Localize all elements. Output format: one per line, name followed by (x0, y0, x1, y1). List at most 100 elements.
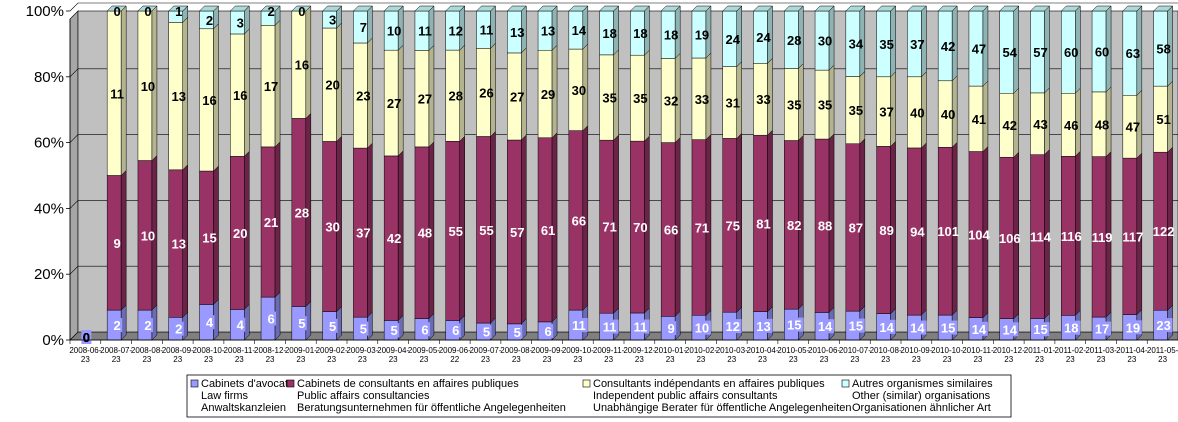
data-label: 15 (941, 321, 955, 336)
x-tick-label: 2010-11-23 (962, 346, 994, 364)
data-label-bg (235, 317, 246, 332)
data-label: 40 (941, 107, 955, 122)
data-label: 4 (206, 315, 214, 330)
x-tick-label: 2009-11-23 (593, 346, 625, 364)
data-label-bg (969, 321, 988, 336)
x-tick-label: 2010-05-23 (777, 346, 809, 364)
x-tick-label: 2008-08-23 (131, 346, 163, 364)
data-label: 34 (849, 37, 864, 52)
x-tick-label: 2010-07-23 (839, 346, 871, 364)
data-label: 11 (110, 86, 124, 101)
data-label-bg (785, 317, 804, 332)
data-label: 35 (849, 103, 863, 118)
x-tick-label-line: 23 (419, 355, 428, 364)
x-tick-label-line: 2010-11- (962, 346, 994, 355)
bar-top (691, 5, 712, 12)
x-tick-label-line: 23 (235, 355, 244, 364)
x-tick-label-line: 2008-11- (224, 346, 256, 355)
data-label-bg (754, 318, 773, 333)
data-label: 19 (695, 28, 709, 43)
x-tick-label-line: 2009-03- (346, 346, 378, 355)
data-label: 28 (787, 33, 801, 48)
legend-label: Law firms (201, 390, 249, 402)
x-tick-label-line: 23 (1035, 355, 1044, 364)
data-label: 94 (910, 225, 925, 240)
x-tick-label: 2009-05-23 (408, 346, 440, 364)
data-label: 12 (725, 319, 739, 334)
data-label: 42 (387, 231, 401, 246)
data-label: 10 (387, 24, 401, 39)
data-label: 6 (267, 312, 274, 327)
data-label: 57 (1033, 45, 1047, 60)
data-label: 55 (479, 223, 493, 238)
data-label-bg (692, 320, 711, 335)
data-label: 30 (572, 83, 586, 98)
bar-top (106, 5, 127, 12)
data-label: 41 (972, 112, 986, 127)
legend-label: Other (similar) organisations (852, 390, 991, 402)
x-tick-label-line: 23 (112, 355, 121, 364)
data-label: 10 (141, 79, 155, 94)
data-label-bg (512, 324, 523, 339)
gridlines (69, 2, 1178, 275)
legend-label: Anwaltskanzleien (201, 402, 286, 414)
data-label: 37 (879, 105, 893, 120)
data-label: 10 (141, 228, 155, 243)
data-label: 2 (267, 4, 274, 19)
data-label-bg (1062, 320, 1081, 335)
bar-top (506, 5, 527, 12)
y-axis: 0% 20% 40% 60% 80% 100% (26, 3, 71, 349)
data-label-bg (1093, 321, 1112, 336)
data-label: 14 (910, 321, 925, 336)
bar-top (722, 5, 743, 12)
x-tick-label-line: 23 (666, 355, 675, 364)
data-label: 14 (1002, 322, 1017, 337)
data-label-bg (723, 319, 742, 334)
x-tick-label-line: 2010-07- (839, 346, 871, 355)
data-label: 42 (941, 39, 955, 54)
data-label: 48 (1095, 117, 1109, 132)
data-label: 7 (360, 20, 367, 35)
data-label-bg (266, 311, 277, 326)
x-tick-label-line: 23 (81, 355, 90, 364)
data-label: 16 (295, 58, 309, 73)
x-tick-label: 2010-06-23 (808, 346, 840, 364)
data-label: 20 (233, 226, 247, 241)
data-label: 15 (849, 319, 863, 334)
data-label: 5 (360, 322, 367, 337)
bar-top (1153, 5, 1174, 12)
data-label: 11 (572, 318, 586, 333)
x-tick-label: 2009-12-23 (623, 346, 655, 364)
x-tick-label-line: 2011-03- (1085, 346, 1117, 355)
y-tick-label: 80% (34, 69, 64, 86)
x-tick-label-line: 23 (543, 355, 552, 364)
x-tick-label: 2010-12-23 (993, 346, 1025, 364)
y-tick-label: 60% (34, 135, 64, 152)
data-label: 104 (968, 228, 990, 243)
data-label: 35 (818, 98, 832, 113)
data-label: 51 (1156, 112, 1170, 127)
gridline (69, 134, 1178, 143)
data-label-bg (419, 322, 430, 337)
data-label: 13 (171, 237, 185, 252)
data-label-bg (543, 323, 554, 338)
bar-top (937, 5, 958, 12)
legend-label: Cabinets d'avocats (201, 378, 294, 390)
data-label: 13 (541, 24, 555, 39)
legend-label: Consultants indépendants en affaires pub… (593, 378, 825, 390)
data-label: 47 (1126, 120, 1140, 135)
data-label: 48 (418, 226, 432, 241)
data-label-bg (908, 320, 927, 335)
x-tick-label-line: 2009-01- (285, 346, 317, 355)
legend-swatch (841, 379, 850, 388)
x-tick-label: 2008-12-23 (254, 346, 286, 364)
data-label: 30 (325, 220, 339, 235)
data-label: 18 (1064, 321, 1078, 336)
data-label: 46 (1064, 118, 1078, 133)
data-label: 106 (999, 231, 1021, 246)
data-label-bg (846, 318, 865, 333)
legend-swatch (190, 379, 199, 388)
data-label: 26 (479, 85, 493, 100)
bar-top (660, 5, 681, 12)
